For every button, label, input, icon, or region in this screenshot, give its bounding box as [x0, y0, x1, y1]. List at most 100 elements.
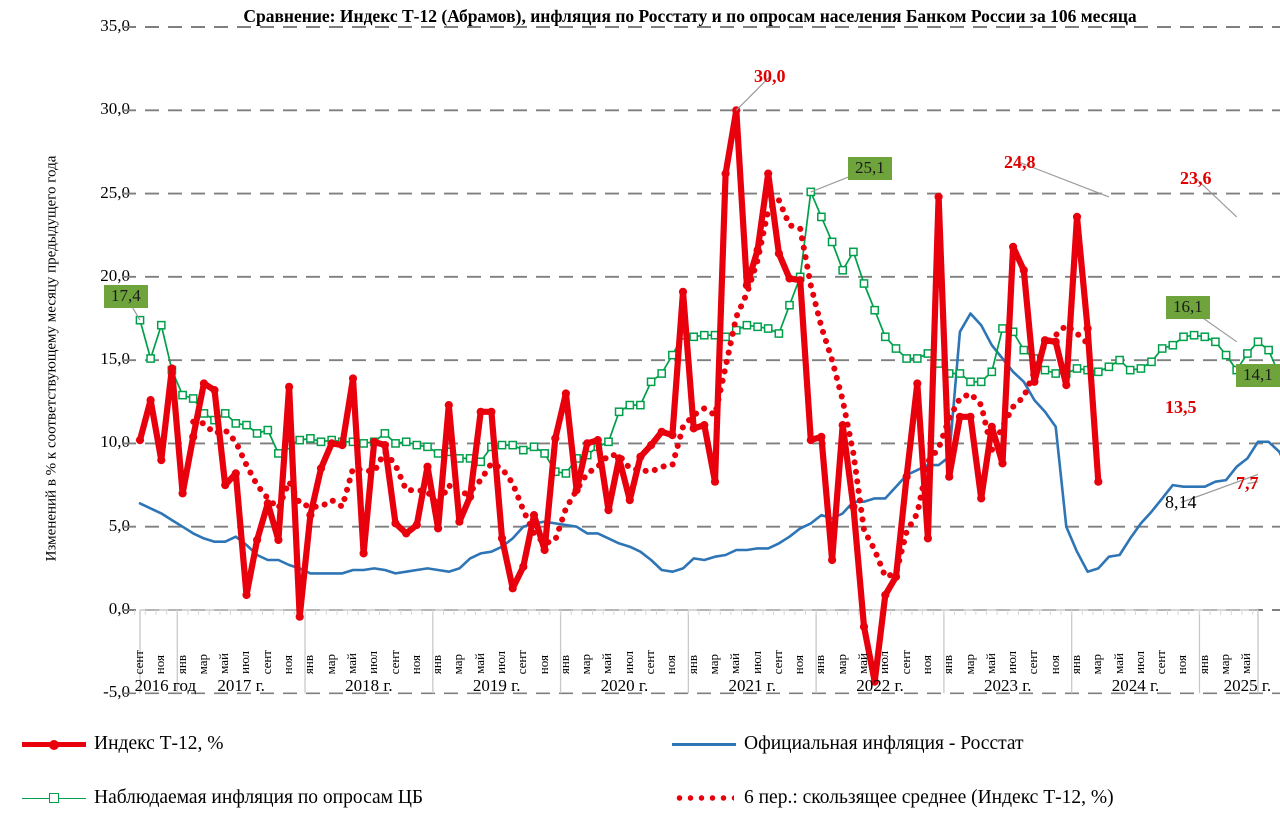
x-axis-year-label: 2016 год: [134, 676, 197, 695]
x-tick-label: май: [471, 653, 487, 674]
legend-swatch-icon: [672, 734, 736, 754]
y-tick-label: 15,0: [100, 349, 130, 369]
x-tick-label: ноя: [535, 654, 551, 674]
data-label-callout: 14,1: [1236, 364, 1280, 387]
plot-area: [122, 26, 1280, 695]
x-tick-label: сент: [642, 649, 658, 674]
x-tick-label: май: [216, 653, 232, 674]
x-tick-label: мар: [1089, 653, 1105, 674]
data-label-callout: 23,6: [1180, 168, 1212, 188]
data-label-callout: 25,1: [848, 157, 892, 180]
y-tick-label: 25,0: [100, 182, 130, 202]
x-tick-label: июл: [1131, 651, 1147, 674]
legend-item-label: Официальная инфляция - Росстат: [744, 733, 1024, 754]
x-axis-year-label: 2024 г.: [1111, 676, 1160, 695]
data-label-callout: 30,0: [754, 66, 786, 86]
legend-item[interactable]: Наблюдаемая инфляция по опросам ЦБ: [22, 788, 423, 808]
x-tick-label: янв: [556, 654, 572, 674]
x-tick-label: мар: [578, 653, 594, 674]
y-tick-label: 30,0: [100, 99, 130, 119]
x-tick-label: мар: [322, 653, 338, 674]
x-axis-year-label: 2020 г.: [600, 676, 649, 695]
data-series: [135, 106, 1280, 686]
x-tick-label: июл: [493, 651, 509, 674]
x-tick-label: ноя: [663, 654, 679, 674]
x-tick-label: янв: [173, 654, 189, 674]
x-tick-label: ноя: [1174, 654, 1190, 674]
x-tick-label: янв: [940, 654, 956, 674]
x-tick-label: ноя: [1046, 654, 1062, 674]
x-tick-label: июл: [876, 651, 892, 674]
x-tick-label: июл: [748, 651, 764, 674]
x-tick-label: янв: [1195, 654, 1211, 674]
x-tick-label: сент: [1025, 649, 1041, 674]
x-tick-label: янв: [684, 654, 700, 674]
x-tick-label: янв: [1067, 654, 1083, 674]
x-tick-label: май: [1110, 653, 1126, 674]
x-tick-label: июл: [620, 651, 636, 674]
x-tick-label: янв: [301, 654, 317, 674]
chart-legend: Индекс Т-12, % Официальная инфляция - Рос…: [0, 726, 1280, 836]
x-tick-label: ноя: [280, 654, 296, 674]
x-tick-label: сент: [258, 649, 274, 674]
x-tick-label: сент: [1153, 649, 1169, 674]
x-tick-label: мар: [833, 653, 849, 674]
x-tick-label: мар: [961, 653, 977, 674]
x-tick-label: май: [599, 653, 615, 674]
x-tick-label: май: [343, 653, 359, 674]
x-axis-year-label: 2019 г.: [472, 676, 521, 695]
data-label-callout: 24,8: [1004, 152, 1036, 172]
data-label-callout: 8,14: [1165, 492, 1197, 512]
x-tick-label: мар: [1217, 653, 1233, 674]
x-tick-label: мар: [194, 653, 210, 674]
x-axis-year-label: 2022 г.: [856, 676, 904, 695]
x-tick-label: мар: [450, 653, 466, 674]
data-label-callout: 17,4: [104, 285, 148, 308]
x-tick-label: сент: [769, 649, 785, 674]
x-tick-label: янв: [429, 654, 445, 674]
legend-item-label: Индекс Т-12, %: [94, 733, 224, 754]
x-tick-label: ноя: [407, 654, 423, 674]
legend-item[interactable]: 6 пер.: скользящее среднее (Индекс Т-12,…: [672, 788, 1114, 808]
x-tick-label: май: [982, 653, 998, 674]
x-tick-label: ноя: [791, 654, 807, 674]
x-tick-label: май: [1238, 653, 1254, 674]
y-tick-label: 20,0: [100, 265, 130, 285]
legend-item-label: Наблюдаемая инфляция по опросам ЦБ: [94, 787, 424, 808]
x-tick-label: сент: [131, 649, 146, 674]
x-tick-label: июл: [237, 651, 253, 674]
data-label-callout: 7,7: [1236, 473, 1259, 493]
x-tick-label: май: [855, 653, 871, 674]
plot-frame: [134, 609, 1259, 694]
y-tick-label: 5,0: [108, 515, 130, 535]
x-tick-label: сент: [386, 649, 402, 674]
data-label-callout: 16,1: [1166, 296, 1210, 319]
x-axis-year-label: 2018 г.: [345, 676, 393, 695]
x-tick-label: сент: [897, 649, 913, 674]
y-tick-label: 35,0: [100, 16, 130, 35]
x-axis-year-label: 2021 г.: [728, 676, 776, 695]
x-tick-label: июл: [365, 651, 381, 674]
x-tick-label: сент: [514, 649, 530, 674]
x-axis-year-labels: 2016 год 2017 г. 2018 г. 2019 г. 2020 г. 2021…: [0, 676, 1280, 704]
x-axis-year-label: 2025 г.: [1223, 676, 1272, 695]
x-tick-label: ноя: [152, 654, 168, 674]
legend-item[interactable]: Индекс Т-12, %: [22, 734, 224, 754]
x-tick-label: ноя: [918, 654, 934, 674]
legend-item-label: 6 пер.: скользящее среднее (Индекс Т-12,…: [744, 787, 1114, 808]
x-tick-label: май: [727, 653, 743, 674]
x-axis-year-label: 2023 г.: [983, 676, 1032, 695]
legend-item[interactable]: Официальная инфляция - Росстат: [672, 734, 1024, 754]
legend-swatch-icon: [672, 788, 736, 808]
page-title: Сравнение: Индекс Т-12 (Абрамов), инфляц…: [243, 6, 1137, 26]
legend-swatch-icon: [22, 734, 86, 754]
y-tick-label: -5,0: [103, 682, 130, 702]
y-tick-label: 0,0: [108, 599, 130, 618]
legend-swatch-icon: [22, 788, 86, 808]
x-tick-label: янв: [812, 654, 828, 674]
x-tick-label: июл: [1004, 651, 1020, 674]
y-tick-label: 10,0: [100, 432, 130, 452]
x-axis-year-label: 2017 г.: [217, 676, 265, 695]
y-axis-tick-labels: 35,0 30,0 25,0 20,0 15,0 10,0 5,0 0,0 -5,0: [72, 0, 130, 702]
